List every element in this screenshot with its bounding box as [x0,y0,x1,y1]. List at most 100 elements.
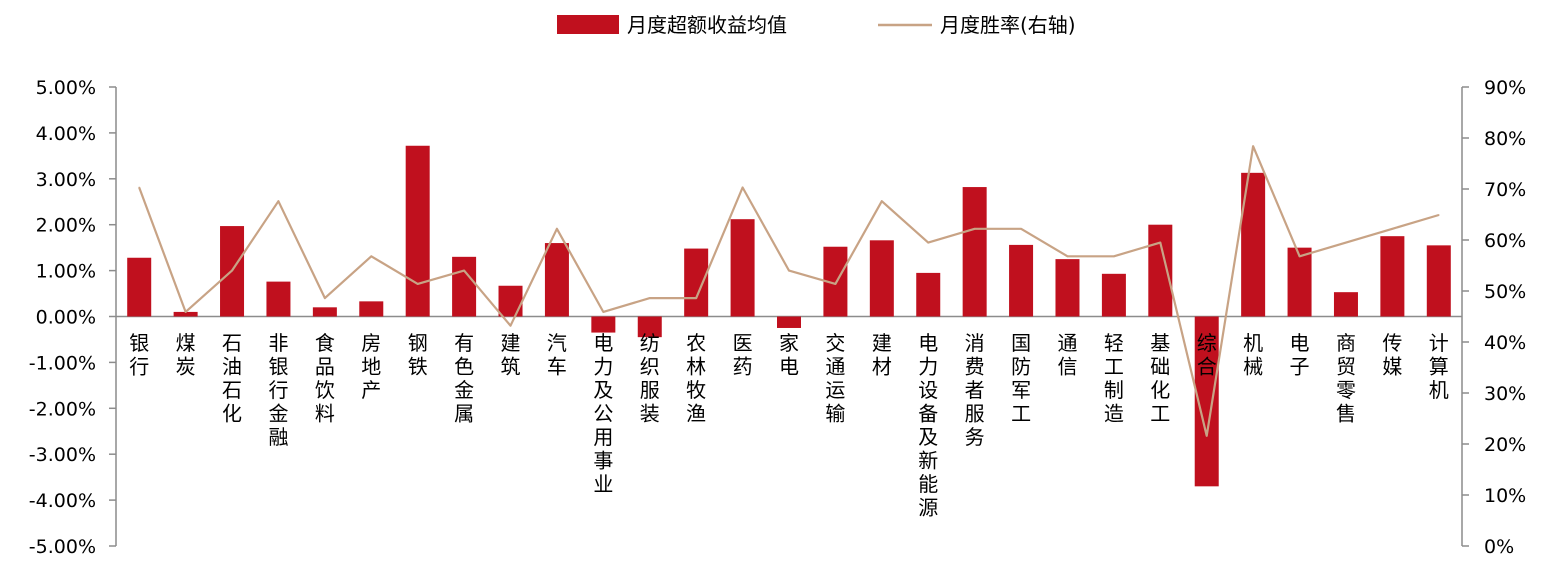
win-rate-point-钢铁 [416,283,419,285]
bar-建材 [869,240,894,317]
category-label-轻工制造: 轻工制造 [1104,331,1124,426]
category-label-电力设备及新能源: 电力设备及新能源 [918,331,938,520]
bar-消费者服务 [962,187,987,317]
axes: 5.00% 4.00% 3.00% 2.00% 1.00% 0.00% -1.00% -2.0… [29,77,1526,558]
bar-钢铁 [405,145,430,317]
win-rate-point-交通运输 [834,283,837,285]
category-label-有色金属: 有色金属 [454,331,474,426]
category-label-建筑: 建筑 [501,331,521,379]
category-label-纺织服装: 纺织服装 [640,331,660,426]
right-tick-label: 10% [1484,485,1526,507]
bar-计算机 [1426,245,1451,317]
win-rate-point-通信 [1066,255,1069,258]
category-label-通信: 通信 [1057,331,1077,379]
bar-建筑 [498,285,523,317]
category-label-电力及公用事业: 电力及公用事业 [593,331,613,496]
win-rate-point-电力及公用事业 [602,311,605,313]
win-rate-point-医药 [741,186,744,189]
category-label-综合: 综合 [1197,331,1217,379]
legend-bar-swatch [557,15,619,34]
category-label-医药: 医药 [733,331,753,379]
category-label-商贸零售: 商贸零售 [1336,331,1356,426]
win-rate-point-纺织服装 [648,297,651,299]
win-rate-point-家电 [788,269,790,272]
category-label-钢铁: 钢铁 [408,331,428,379]
bar-通信 [1055,259,1080,317]
category-label-计算机: 计算机 [1429,331,1449,402]
left-tick-label: -4.00% [29,490,96,512]
win-rate-point-计算机 [1437,214,1440,216]
legend: 月度超额收益均值 月度胜率(右轴) [557,13,1076,37]
left-tick-label: 0.00% [36,307,96,329]
bar-有色金属 [452,256,477,317]
category-label-煤炭: 煤炭 [176,331,196,379]
bar-医药 [730,219,755,317]
category-label-国防军工: 国防军工 [1011,331,1031,426]
win-rate-point-机械 [1252,145,1254,147]
win-rate-point-综合 [1205,435,1208,437]
category-label-交通运输: 交通运输 [825,331,845,426]
category-label-银行: 银行 [129,331,149,379]
bar-农林牧渔 [684,248,709,317]
category-label-建材: 建材 [872,331,892,379]
left-tick-label: -5.00% [29,536,96,558]
win-rate-point-电力设备及新能源 [927,241,930,244]
right-tick-label: 90% [1484,77,1526,99]
bar-食品饮料 [312,307,337,317]
left-tick-label: 2.00% [36,215,96,237]
bar-电力设备及新能源 [916,272,941,317]
category-label-机械: 机械 [1243,331,1263,379]
win-rate-point-商贸零售 [1345,241,1347,244]
win-rate-point-电子 [1298,255,1301,258]
bar-非银行金融 [266,281,291,317]
win-rate-point-汽车 [556,227,558,230]
win-rate-point-基础化工 [1159,241,1162,244]
legend-line-label: 月度胜率(右轴) [940,13,1076,37]
right-tick-label: 40% [1484,332,1526,354]
bar-电力及公用事业 [591,316,616,333]
left-tick-label: -2.00% [29,398,96,420]
line-series [138,145,1440,437]
right-tick-label: 50% [1484,281,1526,303]
win-rate-point-非银行金融 [277,200,280,203]
left-tick-label: -1.00% [29,352,96,374]
bar-房地产 [359,301,384,317]
win-rate-point-轻工制造 [1113,255,1115,258]
bar-国防军工 [1009,244,1034,317]
win-rate-point-传媒 [1391,227,1394,230]
category-label-汽车: 汽车 [547,331,567,379]
category-label-基础化工: 基础化工 [1150,331,1170,426]
category-label-房地产: 房地产 [361,331,381,402]
category-label-电子: 电子 [1290,331,1310,379]
win-rate-point-房地产 [370,255,373,258]
win-rate-point-建材 [881,200,883,203]
category-label-非银行金融: 非银行金融 [268,331,288,449]
bar-银行 [127,257,152,317]
win-rate-point-消费者服务 [973,227,976,230]
right-tick-label: 80% [1484,128,1526,150]
category-label-石油石化: 石油石化 [222,331,242,426]
legend-bar-label: 月度超额收益均值 [627,13,787,37]
right-tick-label: 20% [1484,434,1526,456]
right-tick-label: 0% [1484,536,1514,558]
category-label-食品饮料: 食品饮料 [315,331,335,426]
win-rate-point-银行 [138,186,141,189]
win-rate-point-煤炭 [184,311,187,313]
right-tick-label: 30% [1484,383,1526,405]
right-tick-label: 70% [1484,179,1526,201]
bar-基础化工 [1148,224,1173,317]
win-rate-point-国防军工 [1020,227,1022,230]
right-tick-label: 60% [1484,230,1526,252]
category-label-消费者服务: 消费者服务 [965,331,985,449]
bar-电子 [1287,247,1312,317]
category-label-传媒: 传媒 [1382,331,1402,379]
bar-商贸零售 [1333,292,1358,317]
left-tick-label: 3.00% [36,169,96,191]
bar-汽车 [544,243,569,317]
bar-series [127,145,1451,487]
bar-纺织服装 [637,316,662,338]
category-label-农林牧渔: 农林牧渔 [686,331,706,426]
left-tick-label: 1.00% [36,261,96,283]
category-label-家电: 家电 [779,331,799,379]
